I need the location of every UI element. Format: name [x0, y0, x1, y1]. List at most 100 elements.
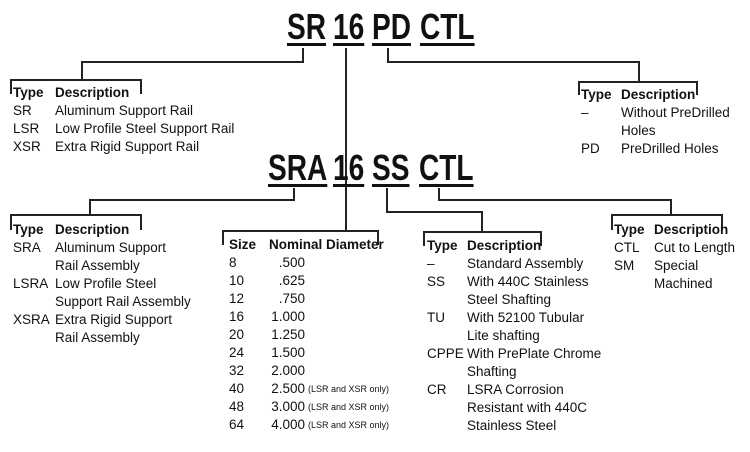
type-description: Cut to Length: [654, 240, 736, 255]
table-row: Resistant with 440C: [427, 399, 601, 417]
type-description: Special: [654, 258, 699, 273]
type-code: [427, 399, 467, 417]
size-value: 40: [229, 381, 245, 396]
diameter-value: .500: [278, 255, 305, 270]
bracket-assembly-type: [10, 214, 142, 230]
type-code: LSRA: [13, 276, 49, 291]
connector-sr: [81, 48, 304, 79]
type-code: SS: [427, 274, 446, 289]
type-description: Aluminum Support: [55, 240, 167, 255]
header-type: Type: [614, 222, 645, 237]
table-row: Steel Shafting: [427, 291, 601, 309]
size-row: 64 4.000 (LSR and XSR only): [229, 416, 389, 434]
type-description: Standard Assembly: [467, 256, 584, 271]
type-description: Steel Shafting: [467, 292, 552, 307]
size-row: 40 2.500 (LSR and XSR only): [229, 380, 389, 398]
size-note: (LSR and XSR only): [308, 384, 390, 394]
code-part-size-2: 16: [333, 147, 365, 188]
diameter-value: 1.250: [271, 327, 305, 342]
connector-sra: [89, 188, 295, 214]
diameter-value: 1.000: [271, 309, 305, 324]
header-size: Size: [229, 237, 257, 252]
header-type: Type: [581, 87, 612, 102]
size-value: 24: [229, 345, 245, 360]
type-description: Holes: [621, 123, 656, 138]
header-type: Type: [13, 222, 44, 237]
table-row: SM Special: [614, 257, 735, 275]
size-row: 48 3.000 (LSR and XSR only): [229, 398, 389, 416]
table-row: – Standard Assembly: [427, 255, 601, 273]
type-description: Extra Rigid Support Rail: [55, 139, 200, 154]
table-row: TU With 52100 Tubular: [427, 309, 601, 327]
bracket-shaft: [423, 231, 542, 246]
size-value: 16: [229, 309, 245, 324]
connector-pd: [387, 48, 640, 81]
table-row: Shafting: [427, 363, 601, 381]
header-description: Description: [55, 85, 130, 100]
header-type: Type: [13, 85, 44, 100]
type-description: With 440C Stainless: [467, 274, 589, 289]
size-value: 10: [229, 273, 245, 288]
size-row: 24 1.500: [229, 344, 389, 362]
type-code: [427, 327, 467, 345]
type-description: Extra Rigid Support: [55, 312, 173, 327]
type-code: [427, 363, 467, 381]
connector-ss: [386, 188, 483, 232]
size-value: 64: [229, 417, 245, 432]
assembly-type-table: Type Description SRA Aluminum Support Rail…: [13, 221, 191, 347]
type-description: Stainless Steel: [467, 418, 557, 433]
diameter-value: .750: [278, 291, 305, 306]
shaft-table: Type Description – Standard Assembly SS With…: [427, 237, 601, 435]
holes-table: Type Description – Without PreDrilled Hole…: [581, 86, 730, 158]
header-description: Description: [55, 222, 130, 237]
length-table: Type Description CTL Cut to Length SM Specia…: [614, 221, 735, 293]
size-row: 32 2.000: [229, 362, 389, 380]
type-description: With 52100 Tubular: [467, 310, 585, 325]
type-description: LSRA Corrosion: [467, 382, 564, 397]
type-code: SM: [614, 258, 635, 273]
header-description: Description: [467, 238, 542, 253]
diameter-value: 3.000: [271, 399, 305, 414]
type-code: LSR: [13, 121, 40, 136]
type-code: [614, 275, 654, 293]
code-part-shaft: SS: [372, 147, 410, 188]
type-code: SRA: [13, 240, 41, 255]
header-description: Description: [654, 222, 729, 237]
type-description: Rail Assembly: [55, 258, 140, 273]
diameter-value: .625: [278, 273, 305, 288]
type-code: PD: [581, 141, 600, 156]
type-description: Low Profile Steel: [55, 276, 157, 291]
connector-ctl: [438, 188, 672, 214]
size-value: 8: [229, 255, 237, 270]
type-description: With PrePlate Chrome: [467, 346, 602, 361]
table-row: CPPE With PrePlate Chrome: [427, 345, 601, 363]
header-type: Type: [427, 238, 458, 253]
bracket-rail-type: [10, 79, 142, 94]
type-description: Aluminum Support Rail: [55, 103, 194, 118]
table-row: Lite shafting: [427, 327, 601, 345]
type-code: –: [581, 105, 589, 120]
type-code: TU: [427, 310, 445, 325]
size-row: 12 .750: [229, 290, 389, 308]
type-code: XSRA: [13, 312, 50, 327]
type-code: –: [427, 256, 435, 271]
table-row: CTL Cut to Length: [614, 239, 735, 257]
code-part-series: SR: [287, 6, 327, 47]
size-value: 20: [229, 327, 245, 342]
type-description: Low Profile Steel Support Rail: [55, 121, 235, 136]
type-description: PreDrilled Holes: [621, 141, 719, 156]
type-code: SR: [13, 103, 32, 118]
size-row: 16 1.000: [229, 308, 389, 326]
table-row: SS With 440C Stainless: [427, 273, 601, 291]
header-description: Description: [621, 87, 696, 102]
diameter-value: 2.000: [271, 363, 305, 378]
size-note: (LSR and XSR only): [308, 420, 390, 430]
size-table: Size Nominal Diameter 8 .500 10 .625 12 .750 16…: [229, 236, 389, 434]
size-note: (LSR and XSR only): [308, 402, 390, 412]
type-description: Shafting: [467, 364, 517, 379]
bracket-length: [611, 214, 723, 230]
table-row: Machined: [614, 275, 735, 293]
rail-type-table: Type Description SR Aluminum Support Rail …: [13, 84, 234, 156]
size-row: 10 .625: [229, 272, 389, 290]
